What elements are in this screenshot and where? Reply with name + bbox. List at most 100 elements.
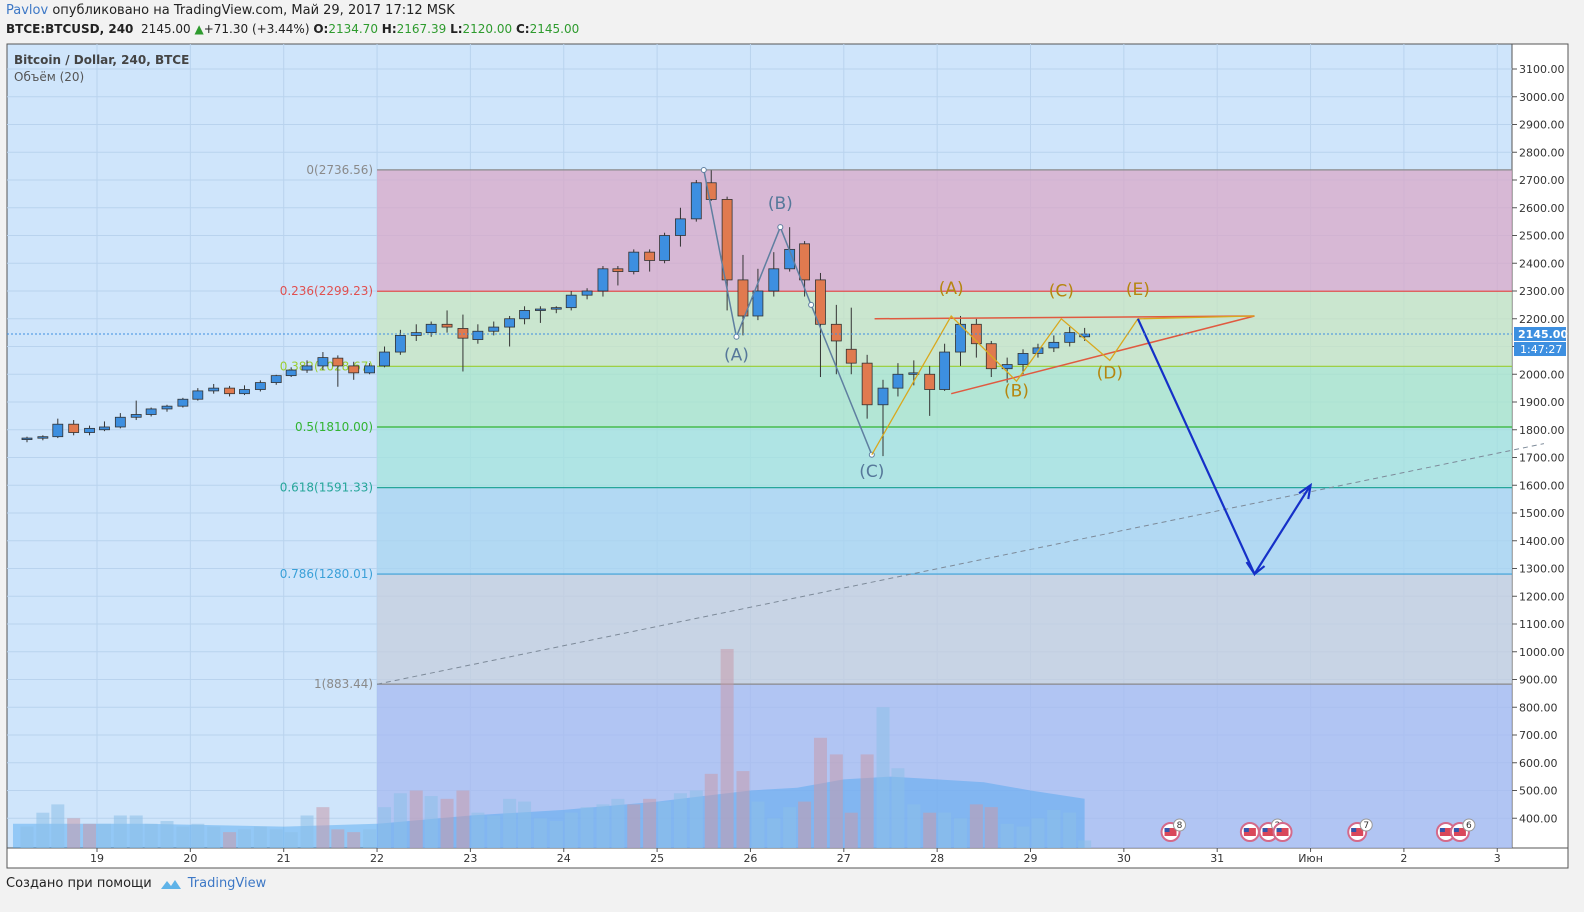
candle[interactable] <box>301 360 313 373</box>
candle[interactable] <box>815 272 826 378</box>
candle-body <box>752 290 764 317</box>
candle[interactable] <box>535 306 546 323</box>
candle[interactable] <box>99 421 110 432</box>
wave-label-gold: (C) <box>1049 282 1074 302</box>
candle[interactable] <box>52 418 64 439</box>
candle[interactable] <box>441 310 453 333</box>
candle[interactable] <box>939 343 951 391</box>
wave-point[interactable] <box>777 224 784 231</box>
volume-bar <box>720 648 734 848</box>
economic-event-marker[interactable] <box>1272 822 1293 842</box>
candle[interactable] <box>208 383 220 394</box>
candle[interactable] <box>581 288 593 300</box>
volume-bar <box>813 737 827 848</box>
candle[interactable] <box>192 388 204 401</box>
tradingview-link[interactable]: TradingView <box>187 876 267 891</box>
candle[interactable] <box>628 249 640 275</box>
candle[interactable] <box>861 354 873 419</box>
candle[interactable] <box>472 324 484 344</box>
economic-event-marker[interactable]: 6 <box>1449 818 1476 842</box>
candle[interactable] <box>348 361 360 380</box>
wave-label-blue: (B) <box>768 194 793 214</box>
candle[interactable] <box>379 346 390 368</box>
volume-bar <box>783 807 797 848</box>
wave-point[interactable] <box>808 301 815 308</box>
candle[interactable] <box>955 315 966 366</box>
economic-event-marker[interactable] <box>1435 822 1456 842</box>
time-axis[interactable] <box>6 847 1569 869</box>
candle[interactable] <box>830 304 842 375</box>
low-label: L: <box>450 22 463 36</box>
candle[interactable] <box>161 404 173 412</box>
candle[interactable] <box>364 363 375 375</box>
close-label: C: <box>515 22 530 36</box>
candle[interactable] <box>892 363 904 397</box>
resistance-line[interactable] <box>874 315 1255 320</box>
economic-event-marker[interactable]: 7 <box>1347 818 1373 842</box>
author-link[interactable]: Pavlov <box>6 3 49 18</box>
candle[interactable] <box>37 435 49 441</box>
candle[interactable] <box>504 315 516 347</box>
fib-retracement[interactable]: 0(2736.56)0.236(2299.23)0.382(2028.67)0.… <box>280 163 1512 848</box>
candle[interactable] <box>924 365 936 416</box>
event-count: 8 <box>1177 821 1183 831</box>
volume-bar <box>51 804 65 848</box>
candle[interactable] <box>675 207 686 247</box>
candle[interactable] <box>752 268 764 321</box>
candle[interactable] <box>177 397 189 408</box>
volume-bar <box>347 832 361 848</box>
candle[interactable] <box>239 385 250 396</box>
volume-bar <box>363 829 377 848</box>
candle-body <box>21 437 33 440</box>
price-tick-label: 1500.00 <box>1519 507 1565 520</box>
volume-bar <box>1047 809 1061 848</box>
candle[interactable] <box>877 379 889 457</box>
candle[interactable] <box>457 314 469 372</box>
wave-point[interactable] <box>733 333 740 340</box>
fib-zone <box>377 574 1512 685</box>
candle[interactable] <box>332 355 344 387</box>
candle[interactable] <box>285 367 297 378</box>
wave-point[interactable] <box>700 167 707 174</box>
candle[interactable] <box>1017 349 1029 375</box>
economic-event-marker[interactable]: 8 <box>1160 818 1187 842</box>
candle[interactable] <box>644 249 656 272</box>
candle-body <box>457 328 469 339</box>
candle[interactable] <box>21 436 33 443</box>
candle[interactable] <box>145 407 157 417</box>
candle[interactable] <box>317 352 329 371</box>
price-axis[interactable] <box>1511 43 1569 849</box>
candle[interactable] <box>270 374 282 385</box>
dashed-trend-line[interactable] <box>376 443 1545 685</box>
economic-event-marker[interactable] <box>1239 822 1260 842</box>
event-count: 6 <box>1466 821 1472 831</box>
candle-body <box>145 408 157 415</box>
candle[interactable] <box>254 380 266 392</box>
price-tick-label: 2900.00 <box>1519 119 1565 132</box>
event-count-badge <box>1173 818 1187 832</box>
candle[interactable] <box>690 180 702 222</box>
candle[interactable] <box>612 266 624 286</box>
candle[interactable] <box>519 306 530 325</box>
candle-body <box>675 218 686 236</box>
candle[interactable] <box>565 291 577 311</box>
flag-stripes <box>1453 828 1466 836</box>
candle[interactable] <box>130 400 142 421</box>
candle[interactable] <box>84 425 95 436</box>
candle[interactable] <box>114 413 126 429</box>
candle[interactable] <box>845 307 857 375</box>
candle[interactable] <box>1064 327 1076 347</box>
candle[interactable] <box>224 385 235 397</box>
candle[interactable] <box>659 232 670 264</box>
candle[interactable] <box>488 321 500 336</box>
wave-point[interactable] <box>868 451 875 458</box>
candle[interactable] <box>597 266 609 297</box>
candle[interactable] <box>550 306 562 314</box>
candle[interactable] <box>768 252 780 297</box>
wave-label-gold: (B) <box>1004 381 1029 401</box>
candle[interactable] <box>1048 335 1060 353</box>
candle[interactable] <box>705 170 717 201</box>
candle[interactable] <box>68 420 80 436</box>
candle-body <box>830 323 842 342</box>
